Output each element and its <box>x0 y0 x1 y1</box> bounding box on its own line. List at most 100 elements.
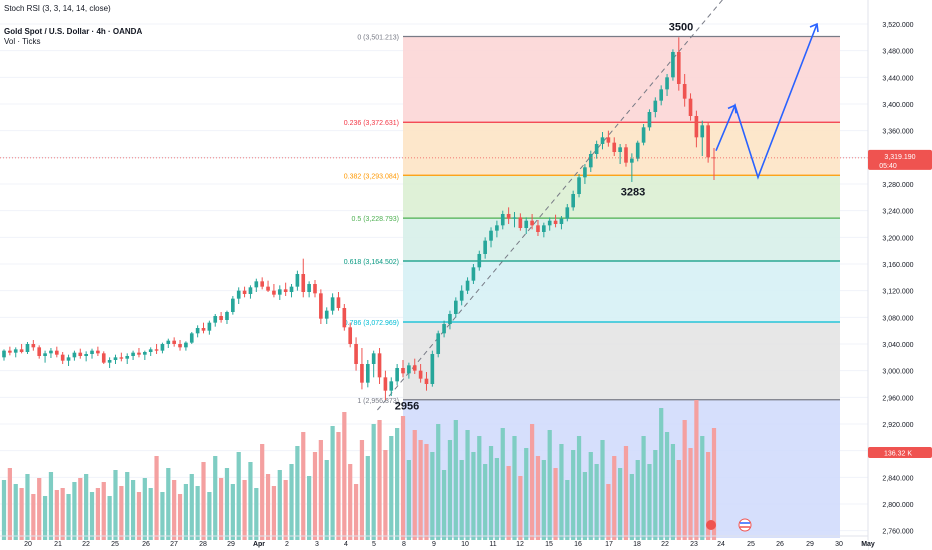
candle-body <box>330 297 335 311</box>
candle-body <box>260 281 265 287</box>
price-tick-label: 3,440.000 <box>882 75 913 82</box>
candle-body <box>453 300 458 314</box>
symbol-title: Gold Spot / U.S. Dollar · 4h · OANDA <box>4 27 143 36</box>
candle-body <box>477 254 482 268</box>
candle-body <box>448 314 452 324</box>
candle-body <box>342 308 347 328</box>
candle-body <box>583 167 587 178</box>
volume-bar <box>89 492 95 540</box>
volume-bar <box>113 470 118 540</box>
projection-arrowhead-final <box>809 22 819 33</box>
volume-bar <box>7 468 12 540</box>
candle-body <box>172 340 176 344</box>
fib-label-0.382: 0.382 (3,293.084) <box>344 173 399 180</box>
candle-body <box>195 328 200 334</box>
volume-bar <box>324 460 329 540</box>
volume-bar <box>166 468 171 540</box>
fib-zone-0.618 <box>403 260 840 323</box>
candle-body <box>248 287 253 294</box>
candle-body <box>424 378 429 384</box>
fib-zone-0 <box>403 36 840 123</box>
candle-body <box>518 217 523 228</box>
time-label-23: 23 <box>690 541 698 548</box>
candle-body <box>676 52 681 84</box>
volume-bar <box>465 430 470 540</box>
candle-body <box>2 350 6 358</box>
candle-body <box>25 344 30 352</box>
candle-body <box>242 290 247 294</box>
candle-body <box>289 286 294 292</box>
volume-bar <box>647 464 652 540</box>
candle-body <box>60 354 65 361</box>
volume-bar <box>107 496 112 540</box>
candle-body <box>143 352 147 355</box>
volume-bar <box>148 488 153 540</box>
candle-body <box>653 100 658 112</box>
price-tick-label: 2,920.000 <box>882 422 913 429</box>
volume-bar <box>576 436 582 540</box>
volume-bar <box>553 468 558 540</box>
volume-bar <box>618 468 623 540</box>
candle-body <box>459 290 464 301</box>
candle-body <box>266 286 270 291</box>
candle-body <box>101 353 106 363</box>
time-label-18: 18 <box>633 541 641 548</box>
volume-bar <box>588 452 593 540</box>
time-label-24: 24 <box>717 541 725 548</box>
candle-body <box>119 357 124 359</box>
volume-bar <box>711 428 717 540</box>
candle-body <box>442 324 446 334</box>
fib-zone-0.382 <box>403 175 840 219</box>
candle-body <box>606 137 611 143</box>
volume-bar <box>688 448 693 540</box>
volume-bar <box>529 424 535 540</box>
candle-body <box>166 340 171 344</box>
trend-line <box>377 0 724 411</box>
time-label-22: 22 <box>82 541 90 548</box>
volume-bar <box>694 400 699 540</box>
candle-body <box>272 290 276 295</box>
candle-body <box>624 147 628 163</box>
price-tick-label: 3,400.000 <box>882 102 913 109</box>
volume-bar <box>72 482 77 540</box>
candle-body <box>154 349 159 351</box>
candle-body <box>201 328 206 331</box>
candle-body <box>383 377 388 391</box>
candle-body <box>184 342 188 348</box>
volume-bar <box>676 460 681 540</box>
time-label-17: 17 <box>605 541 613 548</box>
candle-body <box>659 89 664 101</box>
candle-body <box>371 353 376 364</box>
price-tick-label: 3,200.000 <box>882 235 913 242</box>
fib-zone-0.786 <box>403 322 840 400</box>
candle-body <box>137 352 141 355</box>
volume-bar <box>706 452 711 540</box>
volume-bar <box>342 412 347 540</box>
volume-bar <box>78 478 83 540</box>
price-annotation-3283: 3283 <box>621 186 645 198</box>
time-label-15: 15 <box>545 541 553 548</box>
candle-body <box>577 177 581 194</box>
price-tick-label: 2,800.000 <box>882 502 913 509</box>
candle-body <box>231 298 235 312</box>
fib-label-0.618: 0.618 (3,164.502) <box>344 259 399 266</box>
candle-body <box>600 137 605 144</box>
volume-bar <box>494 458 500 540</box>
candle-body <box>148 349 153 352</box>
volume-bar <box>477 436 482 540</box>
volume-bar <box>183 484 189 540</box>
price-tick-label: 2,840.000 <box>882 475 913 482</box>
volume-bar <box>60 488 65 540</box>
candle-body <box>536 225 540 232</box>
candle-body <box>13 349 18 353</box>
volume-bar <box>42 496 48 540</box>
volume-bar <box>418 440 423 540</box>
volume-bar <box>330 426 335 540</box>
candle-body <box>401 368 405 374</box>
candle-body <box>43 353 47 356</box>
fib-label-0.236: 0.236 (3,372.631) <box>344 120 399 127</box>
candle-body <box>553 220 558 224</box>
candle-body <box>107 360 112 363</box>
candle-body <box>354 344 358 364</box>
